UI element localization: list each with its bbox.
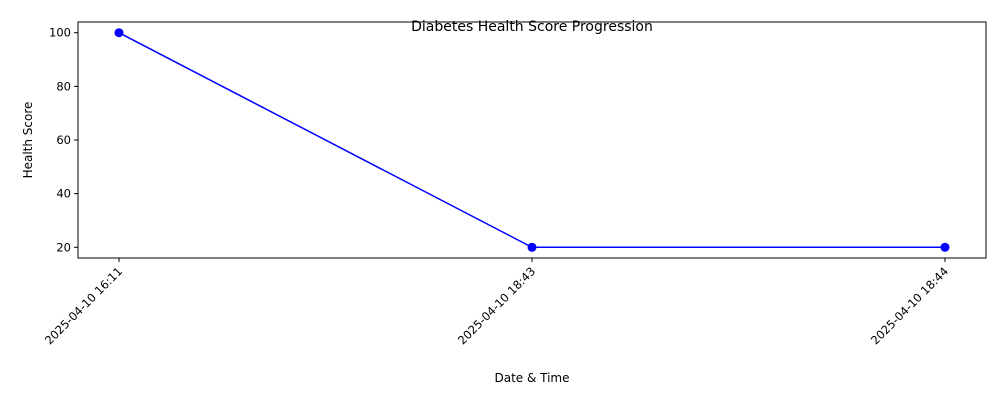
- x-tick-label: 2025-04-10 18:43: [455, 264, 538, 347]
- y-axis-label: Health Score: [21, 102, 35, 179]
- y-axis: 20 40 60 80 100: [49, 26, 78, 254]
- data-point: [114, 28, 124, 38]
- y-tick-label: 40: [56, 187, 71, 201]
- data-point: [940, 242, 950, 252]
- plot-area-frame: [77, 21, 987, 259]
- x-tick-label: 2025-04-10 18:44: [868, 264, 951, 347]
- series-layer: [114, 28, 950, 252]
- y-tick-label: 20: [56, 240, 71, 254]
- x-axis-label: Date & Time: [494, 371, 569, 385]
- series-line: [118, 32, 945, 249]
- y-tick-label: 80: [56, 79, 71, 93]
- chart-title: Diabetes Health Score Progression: [411, 19, 653, 35]
- y-tick-label: 100: [49, 26, 71, 40]
- x-tick-label: 2025-04-10 16:11: [42, 264, 125, 347]
- y-tick-label: 60: [56, 133, 71, 147]
- x-axis: 2025-04-10 16:11 2025-04-10 18:43 2025-04-…: [42, 258, 951, 347]
- data-point: [527, 242, 537, 252]
